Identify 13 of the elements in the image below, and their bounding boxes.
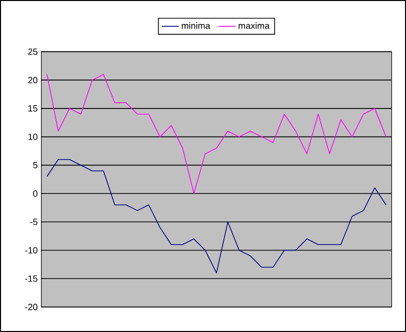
y-tick-label: -20 <box>25 304 38 310</box>
legend-label: maxima <box>238 22 270 29</box>
legend-label: minima <box>182 22 210 29</box>
y-tick-label: 15 <box>28 105 38 112</box>
y-tick-label: -5 <box>30 218 38 226</box>
line-series <box>46 74 386 194</box>
y-tick-label: 25 <box>28 48 38 55</box>
y-tick-label: 5 <box>33 162 38 168</box>
y-tick-label: 10 <box>28 134 38 140</box>
y-tick-label: -15 <box>25 275 38 282</box>
y-tick-label: 0 <box>33 190 38 197</box>
y-tick-label: 20 <box>28 76 38 84</box>
y-tick-label: -10 <box>25 247 38 254</box>
